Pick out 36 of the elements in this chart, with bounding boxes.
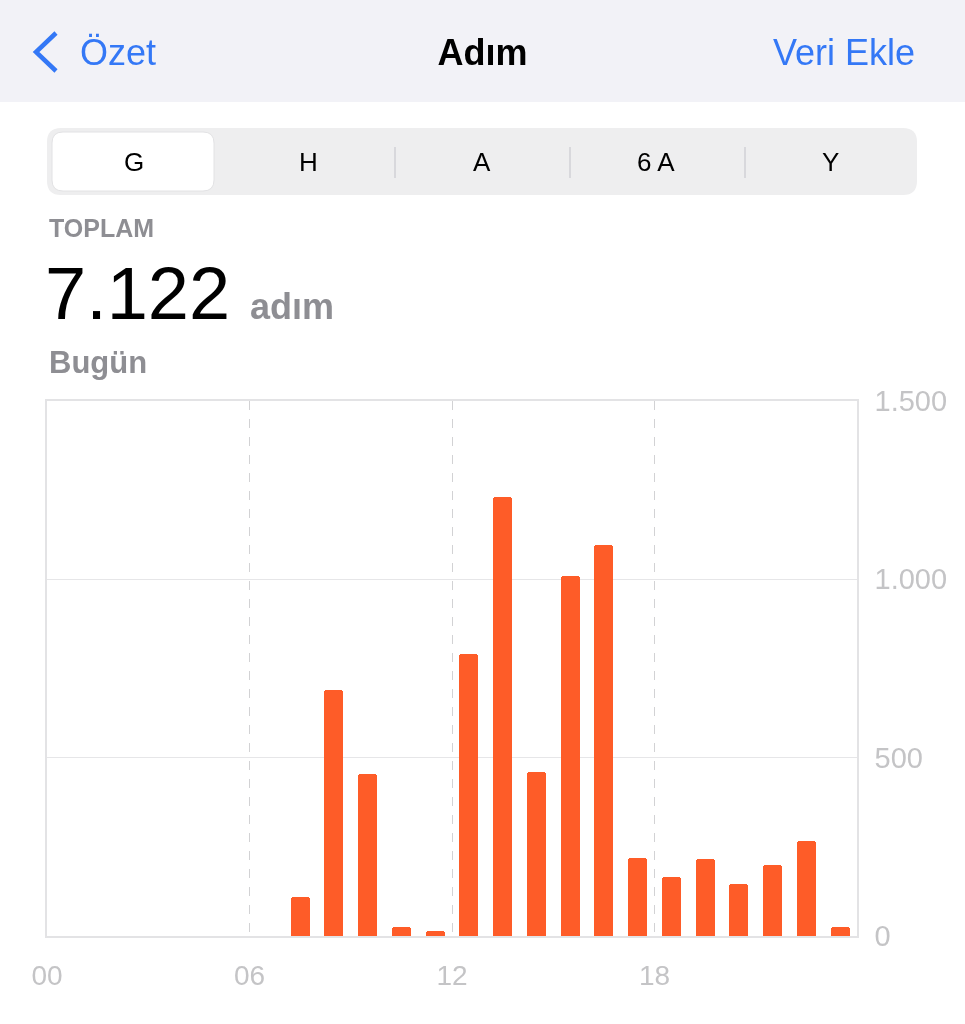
bar xyxy=(493,497,512,936)
bar xyxy=(324,690,343,936)
bar xyxy=(831,927,850,936)
text: Y xyxy=(822,147,840,177)
text: H xyxy=(299,147,318,177)
text: 6 A xyxy=(637,147,676,177)
bar xyxy=(729,884,748,936)
bar xyxy=(594,545,613,936)
text: adım xyxy=(250,286,335,327)
bar xyxy=(527,772,546,936)
text: G xyxy=(124,147,145,177)
text: TOPLAM xyxy=(49,214,155,242)
text: Veri Ekle xyxy=(773,32,916,73)
chart-title: Adım xyxy=(437,31,528,73)
bar xyxy=(291,897,310,936)
bar xyxy=(628,858,647,936)
text: Bugün xyxy=(49,345,148,380)
bar xyxy=(696,859,715,936)
y-tick-label: 500 xyxy=(874,741,923,774)
y-tick-label: 0 xyxy=(874,920,891,953)
x-tick-label: 18 xyxy=(638,960,671,992)
bar xyxy=(459,654,478,936)
text: A xyxy=(473,147,491,177)
bar xyxy=(392,927,411,936)
x-tick-label: 06 xyxy=(233,960,266,992)
bar xyxy=(763,865,782,936)
x-tick-label: 12 xyxy=(436,960,468,992)
bar xyxy=(561,576,580,936)
x-tick-label: 00 xyxy=(31,960,63,992)
bar xyxy=(358,774,377,936)
text: 7.122 xyxy=(45,252,231,335)
y-tick-label: 1.000 xyxy=(874,563,948,596)
y-tick-label: 1.500 xyxy=(874,385,948,418)
bar xyxy=(662,877,681,936)
text: Özet xyxy=(80,32,157,73)
bar xyxy=(797,841,816,936)
